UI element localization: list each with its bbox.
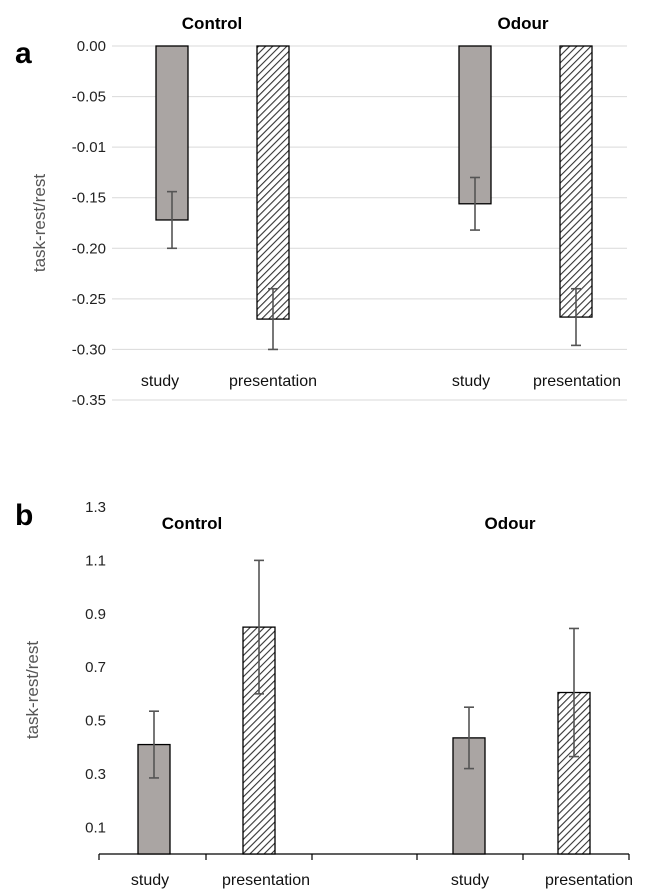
y-axis-label: task-rest/rest	[23, 641, 42, 740]
y-tick-label: 0.00	[77, 38, 106, 55]
bar-presentation	[559, 45, 593, 318]
group-label: Odour	[498, 14, 549, 33]
category-label: presentation	[545, 872, 633, 889]
y-tick-label: -0.35	[72, 392, 106, 409]
panel-a-chart: 0.00 -0.05 -0.01 -0.15 -0.20 -0.25 -0.30 -0.35 s…	[15, 14, 627, 409]
category-label: study	[451, 872, 489, 889]
y-axis-label: task-rest/rest	[30, 174, 49, 273]
y-tick-label: -0.15	[72, 190, 106, 207]
y-tick-label: -0.25	[72, 291, 106, 308]
panel-label: a	[15, 37, 32, 70]
y-tick-label: -0.30	[72, 341, 106, 358]
category-label: presentation	[533, 373, 621, 390]
group-label: Control	[162, 514, 222, 533]
y-tick-label: 0.5	[85, 713, 106, 730]
group-label: Control	[182, 14, 242, 33]
y-tick-label: 0.9	[85, 606, 106, 623]
category-label: presentation	[222, 872, 310, 889]
y-tick-label: 0.1	[85, 819, 106, 836]
y-tick-label: -0.05	[72, 89, 106, 106]
bar-presentation	[256, 45, 290, 320]
panel-label: b	[15, 499, 33, 532]
y-tick-label: 1.1	[85, 552, 106, 569]
y-tick-label: 0.7	[85, 659, 106, 676]
y-tick-label: -0.20	[72, 240, 106, 257]
category-label: study	[452, 373, 490, 390]
category-label: presentation	[229, 373, 317, 390]
category-label: study	[131, 872, 169, 889]
category-label: study	[141, 373, 179, 390]
y-tick-label: 0.3	[85, 766, 106, 783]
group-label: Odour	[485, 514, 536, 533]
y-tick-label: -0.01	[72, 139, 106, 156]
y-tick-label: 1.3	[85, 499, 106, 516]
panel-b-chart: 1.3 1.1 0.9 0.7 0.5 0.3 0.1 study presentation Co…	[15, 499, 633, 889]
